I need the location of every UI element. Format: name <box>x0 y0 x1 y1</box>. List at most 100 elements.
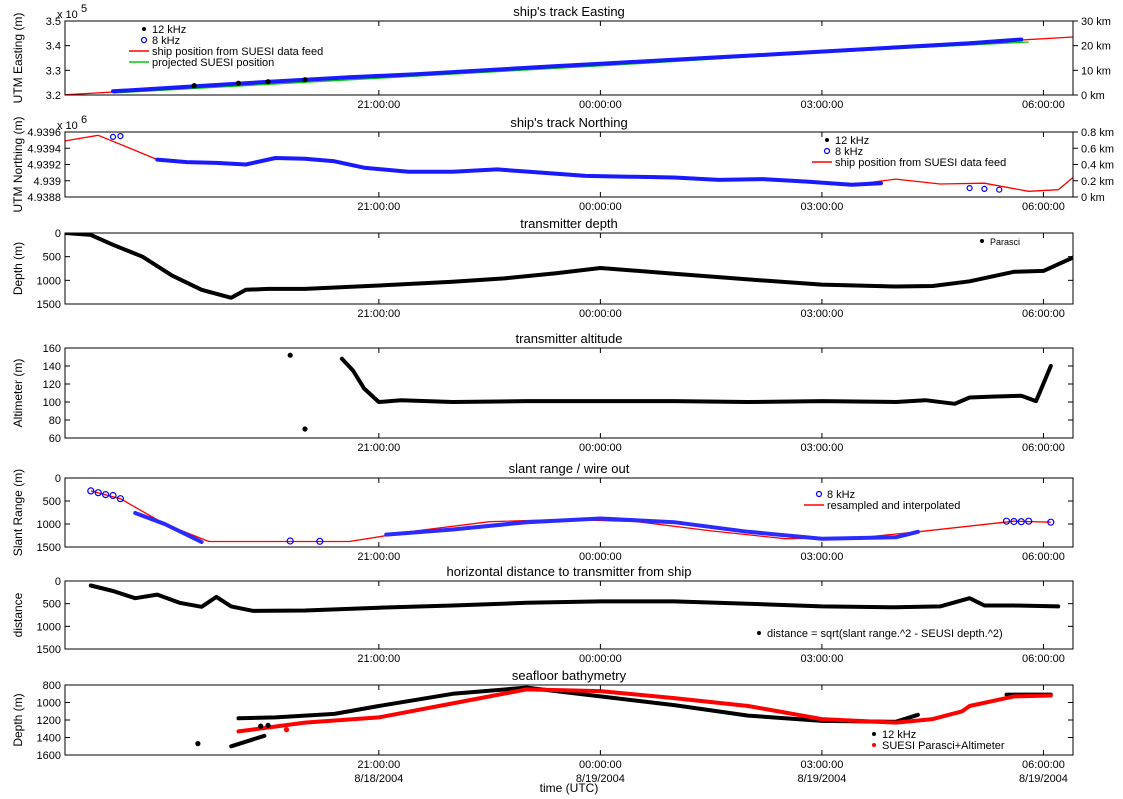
legend-label: Parasci <box>990 237 1020 247</box>
x-tick-label: 03:00:00 <box>801 308 844 320</box>
y-tick-label: 4.9388 <box>27 192 61 204</box>
y-tick-label: 0 <box>55 473 61 485</box>
chart-title: transmitter altitude <box>516 331 623 346</box>
y-tick-label: 1600 <box>37 750 61 762</box>
data-point <box>235 80 242 86</box>
panel-easting: ship's track Easting 3.2 3.3 3.4 3.5 0 km 10 k… <box>11 3 1111 111</box>
x-tick-label: 21:00:00 <box>357 201 400 213</box>
x-tick-label: 21:00:00 <box>357 442 400 454</box>
data-point <box>302 426 308 432</box>
axes-frame <box>64 20 1074 96</box>
y-tick-label: 3.3 <box>46 65 61 77</box>
data-point <box>1025 517 1033 525</box>
y-axis-label: distance <box>11 592 25 637</box>
y-tick-label: 4.9394 <box>27 143 61 155</box>
data-point <box>191 82 197 89</box>
x-tick-label: 21:00:00 <box>357 308 400 320</box>
legend-swatch-circle <box>815 490 823 498</box>
y-tick-label: 1000 <box>37 698 61 710</box>
right-tick-label: 0.4 km <box>1081 160 1114 172</box>
data-point <box>287 352 293 358</box>
x-axis-label: time (UTC) <box>540 781 599 795</box>
data-point <box>101 491 110 499</box>
y-tick-label: 1000 <box>37 519 61 531</box>
legend-label: distance = sqrt(slant range.^2 - SEUSI d… <box>767 628 1003 640</box>
x-tick-label: 03:00:00 <box>801 653 844 665</box>
y-axis-label: Slant Range (m) <box>11 469 25 556</box>
series-points-depth-0 <box>65 233 1073 300</box>
y-tick-label: 4.9392 <box>27 160 61 172</box>
data-point <box>316 537 324 545</box>
y-tick-label: 4.9396 <box>27 127 61 139</box>
x-tick-label: 00:00:00 <box>579 201 622 213</box>
y-tick-label: 3.4 <box>46 41 61 53</box>
x-tick-label: 06:00:00 <box>1022 442 1065 454</box>
legend-swatch-dot <box>825 138 829 142</box>
y-tick-label: 1500 <box>37 299 61 311</box>
legend-label: ship position from SUESI data feed <box>152 46 323 58</box>
y-axis-label: Altimeter (m) <box>11 359 25 428</box>
legend-label: 12 kHz <box>152 24 186 36</box>
data-point <box>116 495 125 503</box>
y-tick-label: 1500 <box>37 542 61 554</box>
data-point <box>195 740 201 747</box>
y-tick-label: 1400 <box>37 733 61 745</box>
data-point <box>966 185 973 192</box>
legend-horizontal: distance = sqrt(slant range.^2 - SEUSI d… <box>757 628 1003 640</box>
plot-area-depth <box>65 233 1073 300</box>
legend-label: 12 kHz <box>882 729 916 741</box>
data-point <box>302 77 308 83</box>
legend-swatch-dot <box>872 732 876 736</box>
x-tick-label: 06:00:00 <box>1022 653 1065 665</box>
y-tick-label: 1200 <box>37 715 61 727</box>
legend-swatch-dot <box>757 631 761 635</box>
right-tick-label: 0.8 km <box>1081 127 1114 139</box>
plot-area-bathymetry <box>195 685 1053 749</box>
plot-area-slant <box>87 487 1055 545</box>
chart-title: slant range / wire out <box>509 461 630 476</box>
y-exponent-label: x 10 <box>57 9 78 21</box>
x-tick-date-label: 8/18/2004 <box>354 773 403 785</box>
y-tick-label: 1000 <box>37 275 61 287</box>
panel-slant: slant range / wire out 0 500 1000 1500 21:00:… <box>11 461 1074 563</box>
data-point <box>1017 518 1025 526</box>
x-tick-label: 00:00:00 <box>579 759 622 771</box>
x-tick-label: 06:00:00 <box>1022 551 1065 563</box>
series-points-bathymetry-2 <box>236 687 1053 734</box>
series-points-slant-1 <box>384 516 920 541</box>
legend-label: 8 kHz <box>835 146 863 158</box>
y-axis-label: UTM Easting (m) <box>11 13 25 104</box>
y-tick-label: 500 <box>43 252 61 264</box>
data-point <box>258 723 264 729</box>
x-tick-label: 21:00:00 <box>357 99 400 111</box>
legend-swatch-circle <box>823 147 831 155</box>
y-tick-label: 0 <box>55 228 61 240</box>
plot-area-easting <box>65 36 1073 95</box>
series-points-northing-1 <box>155 156 883 187</box>
right-tick-label: 0 km <box>1081 192 1105 204</box>
data-point <box>117 133 124 140</box>
x-tick-label: 00:00:00 <box>579 551 622 563</box>
data-point <box>286 537 294 545</box>
panel-northing: ship's track Northing 4.9388 4.939 4.9392 4.… <box>11 114 1114 213</box>
y-tick-label: 80 <box>49 415 61 427</box>
x-tick-label: 00:00:00 <box>579 99 622 111</box>
axes-frame <box>64 232 1074 305</box>
data-point <box>283 726 290 733</box>
y-tick-label: 3.2 <box>46 90 61 102</box>
series-points-horizontal-0 <box>88 583 1061 613</box>
right-tick-label: 10 km <box>1081 65 1111 77</box>
x-tick-label: 21:00:00 <box>357 551 400 563</box>
chart-title: transmitter depth <box>520 216 618 231</box>
series-points-slant-2 <box>133 511 204 544</box>
y-tick-label: 0 <box>55 576 61 588</box>
panel-altitude: transmitter altitude 60 80 100 120 140 160 21:0… <box>11 331 1074 454</box>
y-tick-label: 140 <box>43 361 61 373</box>
y-tick-label: 1500 <box>37 644 61 656</box>
plot-area-northing <box>65 133 1073 193</box>
y-tick-label: 100 <box>43 397 61 409</box>
y-exponent-label: x 10 <box>57 120 78 132</box>
